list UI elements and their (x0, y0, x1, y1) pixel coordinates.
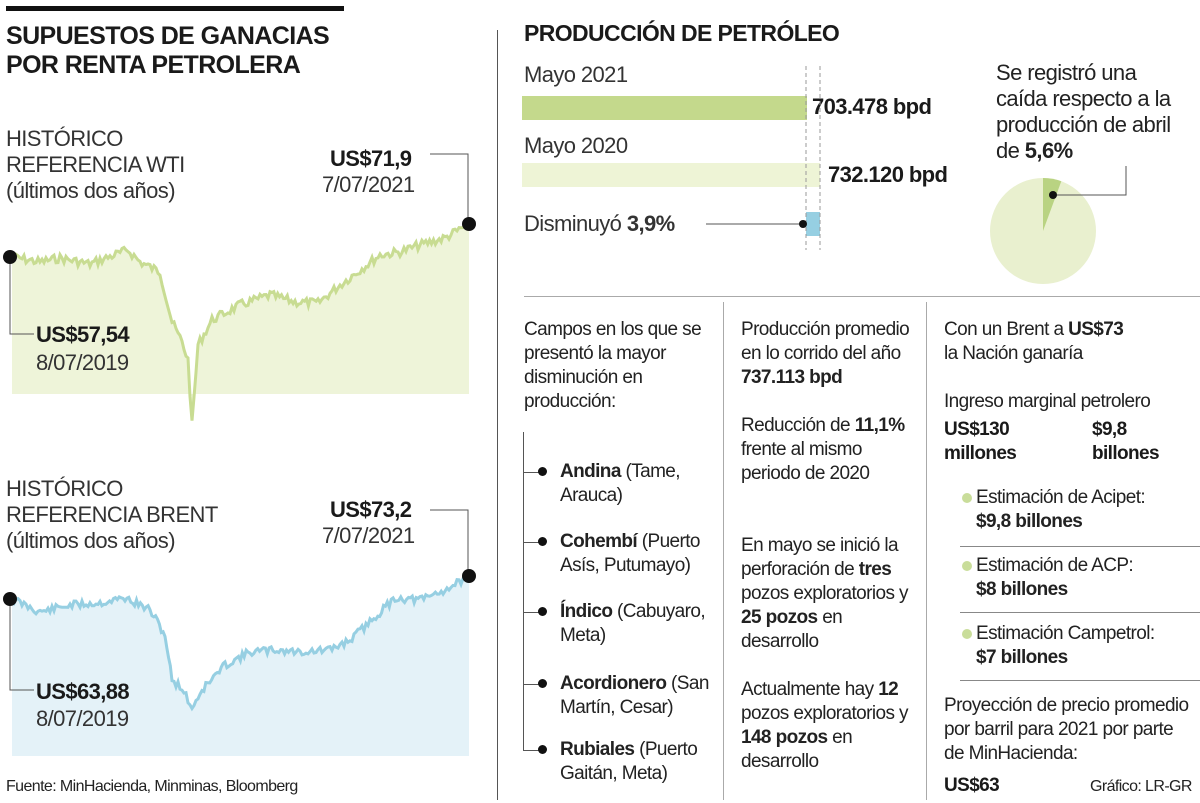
brent-end-date: 7/07/2021 (322, 523, 415, 548)
marginal-value-cop: $9,8 billones (1092, 419, 1160, 464)
title-rule (6, 6, 344, 11)
stat-drilling: En mayo se inició la perforación de tres… (741, 535, 909, 652)
pie-caption-value: 5,6% (1024, 138, 1073, 163)
field-name: Cohembí (560, 531, 638, 552)
decrease-value: 3,9% (626, 211, 675, 236)
diff-bar (806, 212, 820, 236)
field-place: (Puerto Asís, Putumayo) (560, 531, 700, 576)
bar1-value: 703.478 bpd (812, 94, 932, 119)
field-name: Índico (560, 601, 613, 622)
pie-caption: Se registró una caída respecto a la prod… (996, 60, 1186, 164)
brent-area (12, 573, 469, 756)
field-name: Acordionero (560, 673, 667, 694)
est-rule-2 (960, 612, 1200, 613)
wti-start-leader (9, 257, 34, 335)
field-name: Andina (560, 461, 621, 482)
wti-line (11, 217, 471, 421)
field-place: (San Martín, Cesar) (560, 673, 709, 718)
left-divider (497, 30, 498, 800)
wti-end-dot (462, 217, 476, 231)
brent-end-value: US$73,2 (330, 497, 412, 522)
brent-end-dot (462, 569, 476, 583)
col-divider-2 (926, 302, 927, 800)
wti-start-date: 8/07/2019 (36, 350, 129, 375)
field-place: (Tame, Arauca) (560, 461, 681, 506)
est1-bullet (962, 493, 972, 503)
pie-slice-drop (1043, 177, 1062, 231)
est2-bullet (962, 561, 972, 571)
wti-area (12, 220, 469, 421)
stat-current-wells: Actualmente hay 12 pozos exploratorios y… (741, 679, 909, 772)
credit-note: Gráfico: LR-GR (1090, 778, 1192, 795)
bar-may-2020 (522, 163, 820, 187)
scenario-intro: Con un Brent a US$73 la Nación ganaría (944, 319, 1124, 364)
est-rule-1 (960, 546, 1200, 547)
field-place: (Cabuyaro, Meta) (560, 601, 706, 646)
field-item-indico: Índico (Cabuyaro, Meta) (523, 600, 713, 648)
brent-start-date: 8/07/2019 (36, 706, 129, 731)
projection-text: Proyección de precio promedio por barril… (944, 695, 1189, 764)
col-divider-1 (723, 302, 724, 800)
bar2-label: Mayo 2020 (524, 133, 628, 158)
field-place: (Puerto Gaitán, Meta) (560, 739, 698, 784)
estimate-acipet: Estimación de Acipet: $9,8 billones (976, 487, 1146, 532)
mid-divider (524, 296, 1200, 297)
field-item-andina: Andina (Tame, Arauca) (523, 460, 713, 508)
pie-caption-text: Se registró una caída respecto a la prod… (996, 60, 1171, 163)
marginal-value-usd: US$130 millones (944, 419, 1017, 464)
projection-value: US$63 (944, 775, 1000, 796)
source-note: Fuente: MinHacienda, Minminas, Bloomberg (6, 778, 298, 795)
wti-start-value: US$57,54 (36, 322, 130, 347)
brent-start-leader (9, 599, 34, 691)
decrease-label: Disminuyó (524, 211, 622, 236)
bar2-value: 732.120 bpd (828, 162, 948, 187)
stat-average-production: Producción promedio en lo corrido del añ… (741, 319, 910, 388)
est3-bullet (962, 629, 972, 639)
wti-end-value: US$71,9 (330, 146, 412, 171)
brent-start-dot (3, 592, 17, 606)
marginal-label: Ingreso marginal petrolero (944, 391, 1151, 412)
decrease-text: Disminuyó 3,9% (524, 211, 675, 237)
brent-line (10, 572, 471, 712)
field-item-cohembi: Cohembí (Puerto Asís, Putumayo) (523, 530, 713, 578)
field-name: Rubiales (560, 739, 635, 760)
fields-intro: Campos en los que se presentó la mayor d… (524, 319, 702, 412)
brent-end-leader (430, 509, 469, 576)
stat-reduction: Reducción de 11,1% frente al mismo perio… (741, 415, 905, 484)
wti-end-date: 7/07/2021 (322, 172, 415, 197)
estimate-acp: Estimación de ACP: $8 billones (976, 555, 1134, 600)
brent-start-value: US$63,88 (36, 679, 130, 704)
field-item-rubiales: Rubiales (Puerto Gaitán, Meta) (523, 738, 713, 786)
production-title: PRODUCCIÓN DE PETRÓLEO (524, 20, 840, 46)
est-rule-3 (960, 680, 1200, 681)
wti-end-leader (430, 153, 469, 224)
fields-rule (523, 432, 524, 750)
estimate-campetrol: Estimación Campetrol: $7 billones (976, 623, 1155, 668)
wti-heading: HISTÓRICO REFERENCIA WTI (últimos dos añ… (6, 126, 185, 203)
bar-may-2021 (522, 96, 807, 120)
main-title: SUPUESTOS DE GANACIAS POR RENTA PETROLER… (6, 22, 330, 79)
field-item-acordionero: Acordionero (San Martín, Cesar) (523, 672, 713, 720)
wti-start-dot (3, 250, 17, 264)
brent-heading: HISTÓRICO REFERENCIA BRENT (últimos dos … (6, 476, 218, 553)
bar1-label: Mayo 2021 (524, 62, 628, 87)
